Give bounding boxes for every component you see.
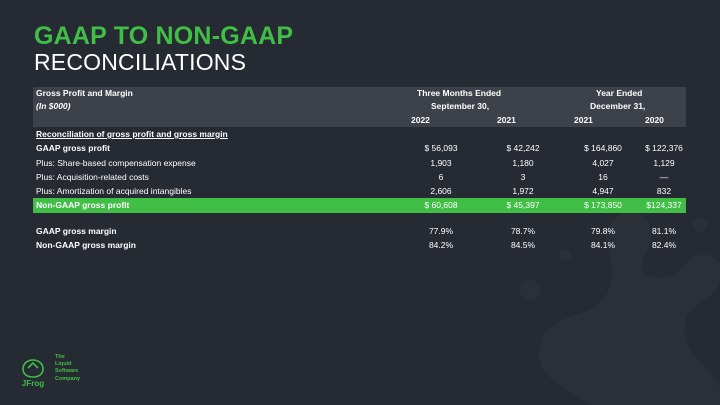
cell: 78.7% xyxy=(510,225,536,236)
row-label: GAAP gross profit xyxy=(36,143,110,154)
cell: 82.4% xyxy=(651,240,677,251)
cell: $ 164,860 xyxy=(584,143,622,154)
tagline-line: Company xyxy=(55,375,81,382)
cell: 6 xyxy=(438,171,444,182)
cell: $ 122,376 xyxy=(645,143,683,154)
header-group2-sub: December 31, xyxy=(590,101,646,111)
cell: $ 173,850 xyxy=(584,200,622,211)
cell: 2,606 xyxy=(430,186,452,197)
tagline-line: Liquid xyxy=(55,361,72,368)
tagline: The Liquid Software Company xyxy=(55,354,80,383)
cell: 79.8% xyxy=(590,225,616,236)
header-year: 2022 xyxy=(411,115,430,125)
cell: 81.1% xyxy=(651,225,677,236)
title-line-1: GAAP TO NON-GAAP xyxy=(34,22,294,50)
cell: 832 xyxy=(656,186,672,197)
cell: 84.5% xyxy=(510,240,536,251)
cell: 77.9% xyxy=(428,225,454,236)
table-row-highlight: Non-GAAP gross profit $ 60,608 $ 45,397 … xyxy=(33,198,686,213)
table-header: Gross Profit and Margin (In $000) Three … xyxy=(33,87,686,127)
cell: 1,972 xyxy=(512,186,534,197)
header-year: 2021 xyxy=(497,115,516,125)
cell: 16 xyxy=(598,171,608,182)
cell: 3 xyxy=(520,171,526,182)
logo-text: JFrog xyxy=(22,379,44,388)
header-year: 2021 xyxy=(574,115,593,125)
table-row: Plus: Share-based compensation expense 1… xyxy=(33,156,686,170)
row-label: Non-GAAP gross profit xyxy=(36,200,130,211)
row-label: Non-GAAP gross margin xyxy=(36,240,136,251)
row-label: Plus: Share-based compensation expense xyxy=(36,157,196,168)
section-title: Reconciliation of gross profit and gross… xyxy=(36,129,228,139)
table-row: Plus: Acquisition-related costs 6 3 16 — xyxy=(33,170,686,184)
cell: 4,947 xyxy=(592,186,614,197)
reconciliation-table: Gross Profit and Margin (In $000) Three … xyxy=(33,87,686,252)
header-year: 2020 xyxy=(645,115,664,125)
cell: 84.1% xyxy=(590,240,616,251)
cell: — xyxy=(659,171,669,182)
cell: 1,903 xyxy=(430,157,452,168)
cell: 4,027 xyxy=(592,157,614,168)
jfrog-logo: JFrog xyxy=(22,359,44,388)
section-title-row: Reconciliation of gross profit and gross… xyxy=(33,127,686,141)
table-row: Plus: Amortization of acquired intangibl… xyxy=(33,184,686,198)
header-units: (In $000) xyxy=(36,101,71,111)
cell: $ 56,093 xyxy=(424,143,458,154)
cell: $ 45,397 xyxy=(506,200,540,211)
cell: $ 42,242 xyxy=(506,143,540,154)
tagline-line: The xyxy=(55,354,65,360)
cell: 84.2% xyxy=(428,240,454,251)
row-label: Plus: Acquisition-related costs xyxy=(36,171,149,182)
row-label: GAAP gross margin xyxy=(36,225,117,236)
table-row: GAAP gross profit $ 56,093 $ 42,242 $ 16… xyxy=(33,141,686,155)
header-group2: Year Ended xyxy=(596,88,643,98)
title-line-2: RECONCILIATIONS xyxy=(34,49,247,75)
table-row: GAAP gross margin 77.9% 78.7% 79.8% 81.1… xyxy=(33,224,686,238)
header-group1: Three Months Ended xyxy=(417,88,502,98)
table-row: Non-GAAP gross margin 84.2% 84.5% 84.1% … xyxy=(33,238,686,252)
spacer xyxy=(33,213,686,224)
header-group1-sub: September 30, xyxy=(431,101,490,111)
liquid-splash-decoration xyxy=(520,211,720,405)
header-label: Gross Profit and Margin xyxy=(36,88,133,98)
row-label: Plus: Amortization of acquired intangibl… xyxy=(36,186,192,197)
cell: $124,337 xyxy=(646,200,682,211)
cell: 1,180 xyxy=(512,157,534,168)
cell: 1,129 xyxy=(653,157,675,168)
cell: $ 60,608 xyxy=(424,200,458,211)
tagline-line: Software xyxy=(55,368,79,375)
